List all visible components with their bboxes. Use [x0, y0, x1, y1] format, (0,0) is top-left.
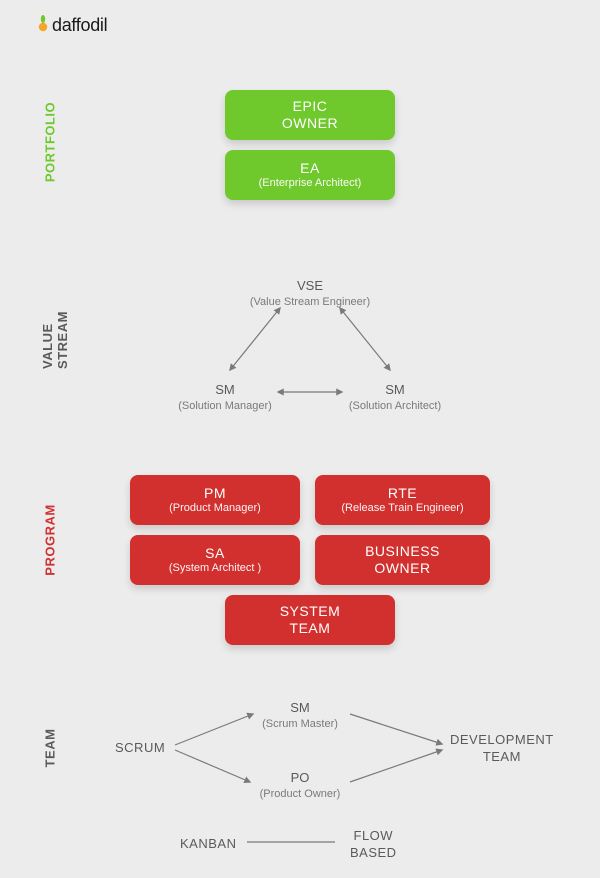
- card-subtitle: (Product Manager): [169, 502, 261, 515]
- card-subtitle: (Release Train Engineer): [341, 502, 463, 515]
- section-label-portfolio: PORTFOLIO: [43, 102, 58, 182]
- node-title: PO: [260, 770, 341, 787]
- card-subtitle: (Enterprise Architect): [259, 177, 362, 190]
- card-subtitle: (System Architect ): [169, 562, 261, 575]
- node-product-owner: PO (Product Owner): [260, 770, 341, 801]
- node-vse: VSE (Value Stream Engineer): [250, 278, 370, 309]
- card-title: SA: [205, 545, 225, 562]
- card-title: EA: [300, 160, 320, 177]
- label-scrum: SCRUM: [115, 740, 165, 757]
- label-kanban: KANBAN: [180, 836, 236, 853]
- card-business-owner: BUSINESS OWNER: [315, 535, 490, 585]
- logo: daffodil: [36, 14, 107, 37]
- card-title: SYSTEM TEAM: [280, 603, 341, 637]
- card-sa: SA (System Architect ): [130, 535, 300, 585]
- node-title: SM: [349, 382, 441, 399]
- node-subtitle: (Value Stream Engineer): [250, 295, 370, 309]
- card-pm: PM (Product Manager): [130, 475, 300, 525]
- node-subtitle: (Product Owner): [260, 787, 341, 801]
- card-system-team: SYSTEM TEAM: [225, 595, 395, 645]
- card-rte: RTE (Release Train Engineer): [315, 475, 490, 525]
- card-ea: EA (Enterprise Architect): [225, 150, 395, 200]
- card-title: BUSINESS OWNER: [365, 543, 440, 577]
- node-title: SM: [178, 382, 272, 399]
- node-sm-left: SM (Solution Manager): [178, 382, 272, 413]
- label-flow-based: FLOW BASED: [350, 828, 397, 862]
- node-sm-right: SM (Solution Architect): [349, 382, 441, 413]
- node-subtitle: (Scrum Master): [262, 717, 338, 731]
- label-development-team: DEVELOPMENT TEAM: [450, 732, 554, 766]
- logo-text: daffodil: [52, 15, 107, 36]
- card-title: EPIC OWNER: [282, 98, 338, 132]
- section-label-team: TEAM: [43, 729, 58, 768]
- node-scrum-master: SM (Scrum Master): [262, 700, 338, 731]
- section-label-value-stream: VALUE STREAM: [40, 311, 70, 369]
- node-title: SM: [262, 700, 338, 717]
- card-title: RTE: [388, 485, 417, 502]
- node-subtitle: (Solution Architect): [349, 399, 441, 413]
- node-subtitle: (Solution Manager): [178, 399, 272, 413]
- section-label-program: PROGRAM: [43, 504, 58, 575]
- card-title: PM: [204, 485, 226, 502]
- card-epic-owner: EPIC OWNER: [225, 90, 395, 140]
- daffodil-icon: [36, 14, 50, 37]
- node-title: VSE: [250, 278, 370, 295]
